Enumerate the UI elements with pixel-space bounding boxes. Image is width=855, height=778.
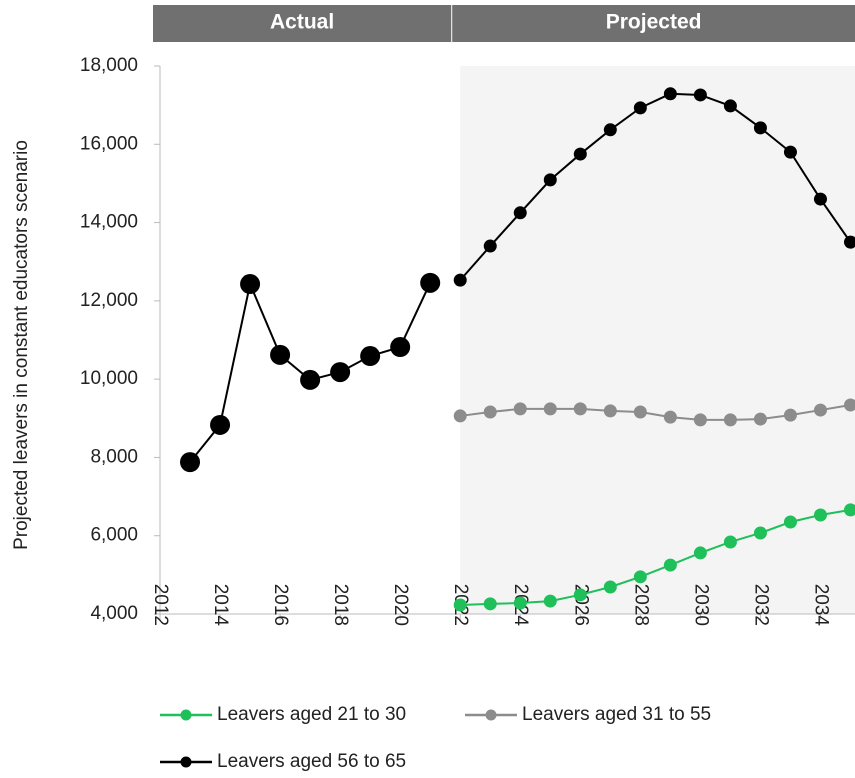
data-point [843, 503, 855, 517]
period-label: Projected [606, 11, 702, 34]
data-point [603, 123, 617, 137]
data-point [813, 403, 827, 417]
data-point [753, 526, 767, 540]
data-point [180, 452, 201, 473]
data-point [543, 594, 557, 608]
data-point [543, 173, 557, 187]
period-bar [452, 5, 855, 42]
data-point [240, 274, 261, 295]
y-tick-label: 18,000 [80, 55, 138, 76]
y-tick-label: 14,000 [80, 212, 138, 233]
y-tick-label: 16,000 [80, 133, 138, 154]
data-point [360, 346, 381, 367]
period-bar [153, 5, 452, 42]
data-point [633, 405, 647, 419]
x-tick-label: 2016 [270, 584, 291, 626]
data-point [633, 570, 647, 584]
y-tick-label: 10,000 [80, 368, 138, 389]
data-point [783, 515, 797, 529]
data-point [270, 344, 291, 365]
x-tick-label: 2028 [630, 584, 651, 626]
x-tick-label: 2032 [750, 584, 771, 626]
data-point [633, 101, 647, 115]
data-point [483, 597, 497, 611]
data-point [420, 272, 441, 293]
data-point [693, 546, 707, 560]
data-point [843, 235, 855, 249]
data-point [453, 273, 467, 287]
data-point [453, 598, 467, 612]
data-point [663, 87, 677, 101]
x-tick-label: 2034 [810, 584, 831, 627]
y-tick-label: 8,000 [90, 446, 138, 467]
data-point [300, 369, 321, 390]
data-point [723, 99, 737, 113]
projection-area [460, 66, 855, 614]
period-label: Actual [270, 11, 334, 34]
legend-marker [485, 709, 497, 721]
data-point [723, 413, 737, 427]
y-tick-label: 4,000 [90, 603, 138, 624]
x-tick-label: 2014 [210, 584, 231, 627]
legend-marker [180, 709, 192, 721]
data-point [783, 408, 797, 422]
legend-label: Leavers aged 21 to 30 [217, 704, 406, 725]
legend-marker [180, 756, 192, 768]
data-point [210, 414, 231, 435]
data-point [783, 145, 797, 159]
data-point [483, 405, 497, 419]
data-point [753, 412, 767, 426]
x-tick-label: 2030 [690, 584, 711, 626]
data-point [813, 192, 827, 206]
legend-label: Leavers aged 31 to 55 [522, 704, 711, 725]
y-axis-label: Projected leavers in constant educators … [11, 140, 32, 550]
data-point [603, 580, 617, 594]
y-tick-label: 6,000 [90, 525, 138, 546]
x-tick-label: 2012 [150, 584, 171, 626]
data-point [573, 147, 587, 161]
data-point [513, 596, 527, 610]
data-point [663, 558, 677, 572]
data-point [693, 413, 707, 427]
y-tick-label: 12,000 [80, 290, 138, 311]
data-point [723, 535, 737, 549]
data-point [483, 239, 497, 253]
data-point [330, 362, 351, 383]
data-point [390, 337, 411, 358]
data-point [513, 402, 527, 416]
data-point [753, 121, 767, 135]
x-tick-label: 2020 [390, 584, 411, 626]
data-point [843, 398, 855, 412]
data-point [543, 402, 557, 416]
data-point [453, 409, 467, 423]
data-point [573, 402, 587, 416]
data-point [573, 588, 587, 602]
legend-label: Leavers aged 56 to 65 [217, 751, 406, 772]
data-point [603, 404, 617, 418]
data-point [513, 206, 527, 220]
x-tick-label: 2018 [330, 584, 351, 626]
data-point [693, 88, 707, 102]
data-point [663, 410, 677, 424]
data-point [813, 508, 827, 522]
